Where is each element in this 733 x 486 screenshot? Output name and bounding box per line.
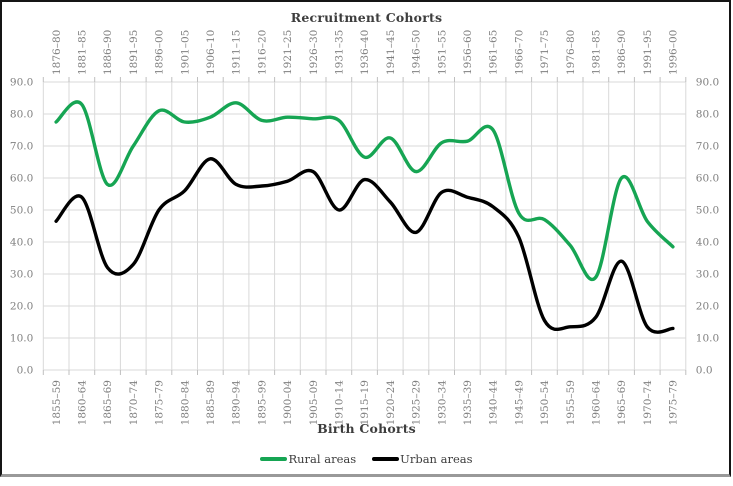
- bottom-axis-label: 1920–24: [385, 380, 397, 426]
- bottom-axis-label: 1890–94: [231, 380, 243, 426]
- bottom-axis-label: 1855–59: [51, 380, 63, 425]
- top-axis-label: 1936–40: [359, 30, 371, 75]
- bottom-axis-label: 1960–64: [591, 380, 603, 426]
- top-axis-label: 1946–50: [411, 30, 423, 75]
- bottom-axis-label: 1885–89: [205, 380, 217, 425]
- bottom-axis-label: 1910–14: [334, 380, 346, 426]
- top-axis-title: Recruitment Cohorts: [290, 10, 443, 25]
- y-axis-label-right: 50.0: [696, 205, 719, 217]
- top-axis-label: 1926–30: [308, 30, 320, 75]
- legend-label-urban: Urban areas: [400, 452, 473, 466]
- top-axis-label: 1876–80: [51, 30, 63, 75]
- top-axis-label: 1951–55: [436, 30, 448, 75]
- bottom-axis-label: 1930–34: [436, 380, 448, 426]
- top-axis-label: 1961–65: [488, 30, 500, 75]
- top-axis-label: 1911–15: [231, 30, 243, 75]
- top-axis-label: 1886–90: [102, 30, 114, 75]
- y-axis-label-right: 90.0: [696, 77, 719, 89]
- y-axis-label-right: 0.0: [696, 365, 713, 377]
- bottom-axis-label: 1870–74: [128, 380, 140, 426]
- legend: Rural areas Urban areas: [0, 452, 733, 466]
- bottom-axis-label: 1900–04: [282, 380, 294, 426]
- bottom-axis-title: Birth Cohorts: [317, 421, 416, 436]
- series-line-rural-areas: [54, 100, 675, 282]
- y-axis-label-left: 40.0: [10, 237, 33, 249]
- top-axis-label: 1881–85: [77, 30, 89, 75]
- top-axis-label: 1921–25: [282, 30, 294, 75]
- y-axis-label-right: 70.0: [696, 141, 719, 153]
- top-axis-label: 1906–10: [205, 30, 217, 75]
- top-axis-label: 1976–80: [565, 30, 577, 75]
- rural-line-swatch-icon: [260, 457, 288, 461]
- top-axis-label: 1896–00: [154, 30, 166, 75]
- bottom-axis-label: 1865–69: [102, 380, 114, 425]
- urban-line-swatch-icon: [372, 457, 400, 461]
- y-axis-label-left: 80.0: [10, 109, 33, 121]
- bottom-axis-label: 1975–79: [668, 380, 680, 425]
- y-axis-label-left: 0.0: [17, 365, 34, 377]
- bottom-axis-label: 1950–54: [539, 380, 551, 426]
- bottom-axis-label: 1860–64: [77, 380, 89, 426]
- top-axis-label: 1996–00: [668, 30, 680, 75]
- bottom-axis-label: 1895–99: [256, 380, 268, 425]
- y-axis-label-right: 60.0: [696, 173, 719, 185]
- y-axis-label-left: 30.0: [10, 269, 33, 281]
- top-axis-label: 1981–85: [591, 30, 603, 75]
- top-axis-label: 1931–35: [334, 30, 346, 75]
- y-axis-label-left: 90.0: [10, 77, 33, 89]
- series-line-urban-areas: [54, 157, 675, 334]
- bottom-axis-label: 1875–79: [154, 380, 166, 425]
- top-axis-label: 1941–45: [385, 30, 397, 75]
- y-axis-label-left: 20.0: [10, 301, 33, 313]
- top-axis-label: 1986–90: [616, 30, 628, 75]
- bottom-axis-label: 1880–84: [179, 380, 191, 426]
- top-axis-label: 1891–95: [128, 30, 140, 75]
- y-axis-label-right: 80.0: [696, 109, 719, 121]
- top-axis-label: 1956–60: [462, 30, 474, 75]
- bottom-axis-label: 1935–39: [462, 380, 474, 425]
- top-axis-label: 1916–20: [256, 30, 268, 75]
- bottom-axis-label: 1965–69: [616, 380, 628, 425]
- y-axis-label-right: 20.0: [696, 301, 719, 313]
- y-axis-label-left: 50.0: [10, 205, 33, 217]
- top-axis-label: 1901–05: [179, 30, 191, 75]
- bottom-axis-label: 1925–29: [411, 380, 423, 425]
- top-axis-label: 1971–75: [539, 30, 551, 75]
- y-axis-label-right: 40.0: [696, 237, 719, 249]
- y-axis-label-left: 10.0: [10, 333, 33, 345]
- bottom-axis-label: 1955–59: [565, 380, 577, 425]
- y-axis-label-left: 60.0: [10, 173, 33, 185]
- legend-item-rural: Rural areas: [260, 452, 356, 466]
- top-axis-label: 1966–70: [513, 30, 525, 75]
- bottom-axis-label: 1905–09: [308, 380, 320, 425]
- bottom-axis-label: 1915–19: [359, 380, 371, 425]
- y-axis-label-right: 10.0: [696, 333, 719, 345]
- bottom-axis-label: 1945–49: [513, 380, 525, 425]
- y-axis-label-right: 30.0: [696, 269, 719, 281]
- legend-item-urban: Urban areas: [372, 452, 473, 466]
- bottom-axis-label: 1940–44: [488, 380, 500, 426]
- top-axis-label: 1991–95: [642, 30, 654, 75]
- legend-label-rural: Rural areas: [288, 452, 357, 466]
- bottom-axis-label: 1970–74: [642, 380, 654, 426]
- y-axis-label-left: 70.0: [10, 141, 33, 153]
